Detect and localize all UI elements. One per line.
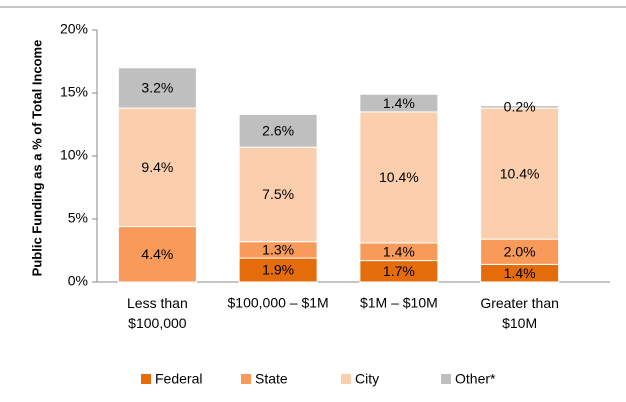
value-label: 9.4% <box>141 159 173 175</box>
y-tick-label: 20% <box>60 21 88 37</box>
value-label: 2.0% <box>504 243 536 259</box>
x-tick-label: Greater than $10M <box>480 295 559 331</box>
legend-label: Federal <box>155 371 202 387</box>
bar-segment <box>238 113 318 148</box>
x-tick-label: $1M – $10M <box>360 295 438 311</box>
bar-segment <box>117 226 197 283</box>
value-label: 0.2% <box>504 99 536 115</box>
value-label: 1.3% <box>262 242 294 258</box>
bar-segment <box>238 146 318 243</box>
value-label: 3.2% <box>141 80 173 96</box>
x-tick-label: Less than $100,000 <box>127 295 188 331</box>
bar-segment <box>480 105 560 109</box>
value-label: 2.6% <box>262 123 294 139</box>
legend-label: City <box>355 371 379 387</box>
y-tick-label: 0% <box>68 273 88 289</box>
value-label: 4.4% <box>141 246 173 262</box>
legend-label: Other* <box>455 371 496 387</box>
legend-swatch <box>341 374 351 384</box>
y-tick-label: 5% <box>68 210 88 226</box>
value-label: 7.5% <box>262 186 294 202</box>
value-label: 10.4% <box>500 165 540 181</box>
y-tick-label: 10% <box>60 147 88 163</box>
bar-segment <box>359 111 439 244</box>
legend-swatch <box>241 374 251 384</box>
bar-segment <box>117 67 197 109</box>
value-label: 1.4% <box>383 243 415 259</box>
bar-segment <box>359 93 439 113</box>
value-label: 1.4% <box>504 265 536 281</box>
value-label: 1.7% <box>383 263 415 279</box>
value-label: 1.9% <box>262 262 294 278</box>
value-label: 1.4% <box>383 95 415 111</box>
bar-segment <box>480 238 560 265</box>
legend-swatch <box>141 374 151 384</box>
legend-label: State <box>255 371 288 387</box>
value-label: 10.4% <box>379 169 419 185</box>
y-tick-label: 15% <box>60 84 88 100</box>
legend-swatch <box>441 374 451 384</box>
y-axis-label: Public Funding as a % of Total Income <box>29 40 44 277</box>
x-tick-label: $100,000 – $1M <box>228 295 329 311</box>
bar-segment <box>117 107 197 228</box>
